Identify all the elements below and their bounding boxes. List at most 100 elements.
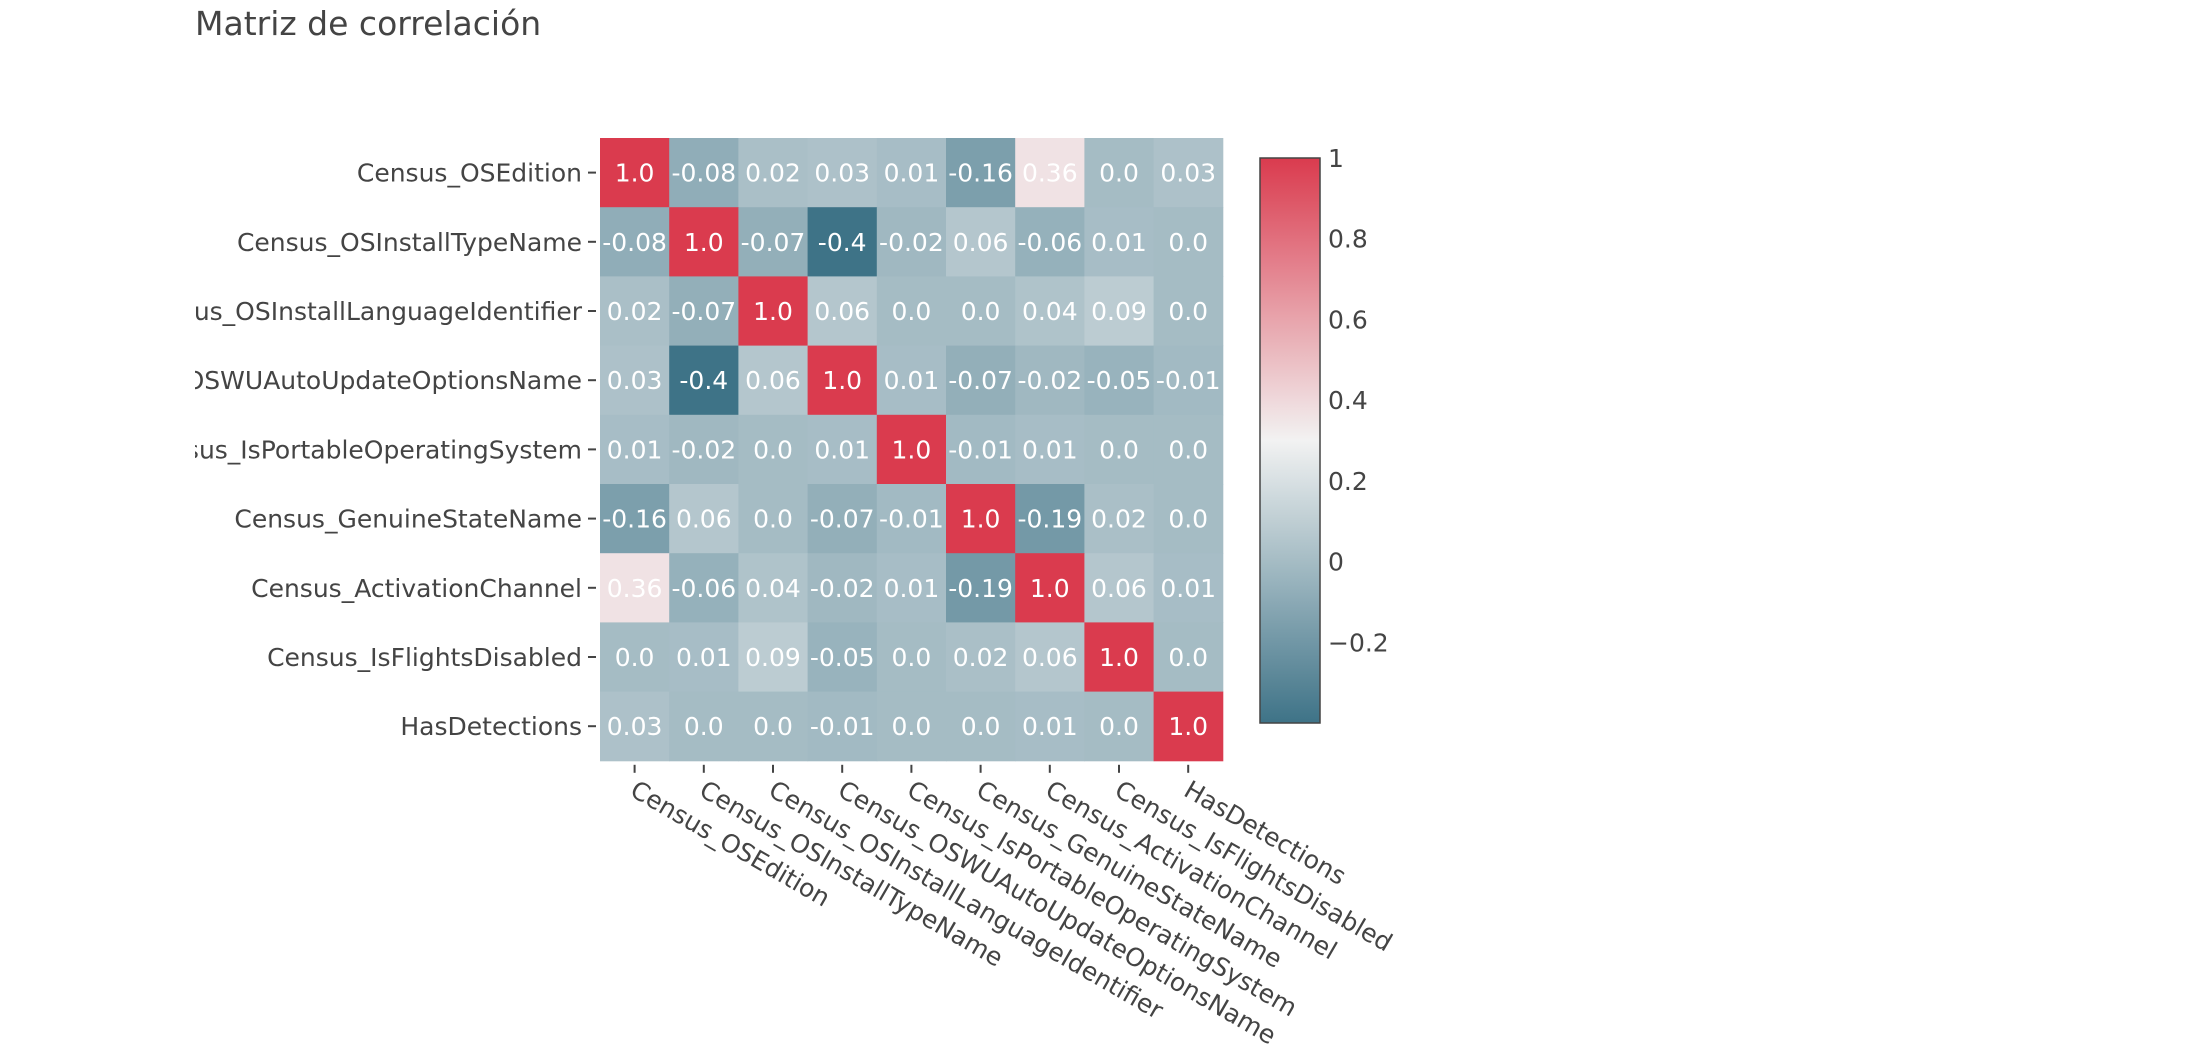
heatmap-cell	[1084, 691, 1155, 762]
cell-value-label: 0.01	[1160, 574, 1216, 603]
heatmap-cell	[807, 138, 878, 208]
colorbar-tick-label: −0.2	[1328, 628, 1389, 657]
cell-value-label: -0.01	[1156, 366, 1221, 395]
cell-value-label: 1.0	[961, 505, 1001, 534]
cell-value-label: 0.06	[1091, 574, 1147, 603]
heatmap-cell	[1153, 622, 1224, 693]
heatmap-cell	[738, 207, 809, 277]
cell-value-label: -0.01	[948, 435, 1013, 464]
heatmap-cell	[669, 691, 739, 762]
heatmap-cell	[876, 276, 947, 347]
cell-value-label: -0.02	[671, 435, 736, 464]
heatmap-cell	[876, 691, 947, 762]
heatmap-cell	[738, 276, 809, 347]
cell-value-label: 0.06	[676, 505, 732, 534]
cell-value-label: -0.02	[1017, 366, 1082, 395]
cell-value-label: 1.0	[684, 228, 724, 257]
cell-value-label: 0.0	[615, 643, 655, 672]
heatmap-cell	[600, 414, 670, 485]
cell-value-label: 0.03	[607, 366, 663, 395]
heatmap-cell	[807, 414, 878, 485]
heatmap-cell	[946, 691, 1016, 762]
heatmap-cell	[669, 345, 739, 416]
cell-value-label: 0.0	[1168, 435, 1208, 464]
heatmap-cell	[1084, 138, 1155, 208]
cell-value-label: 0.06	[745, 366, 801, 395]
heatmap-cell	[738, 553, 809, 623]
cell-value-label: 0.0	[1099, 435, 1139, 464]
cell-value-label: 1.0	[1099, 643, 1139, 672]
cell-value-label: 1.0	[615, 159, 655, 188]
cell-value-label: 0.02	[1091, 505, 1147, 534]
heatmap-cell	[946, 276, 1016, 347]
heatmap-cell	[1015, 207, 1085, 277]
y-tick-label: Census_OSWUAutoUpdateOptionsName	[82, 366, 582, 395]
heatmap-cell	[1015, 345, 1085, 416]
heatmap-cell	[669, 622, 739, 693]
cell-value-label: 0.03	[814, 159, 870, 188]
cell-value-label: 0.01	[814, 435, 870, 464]
cell-value-label: 1.0	[892, 435, 932, 464]
cell-value-label: -0.19	[1017, 505, 1082, 534]
cell-value-label: 0.03	[1160, 159, 1216, 188]
cell-value-label: -0.05	[1087, 366, 1152, 395]
heatmap-cell	[669, 414, 739, 485]
heatmap-cell	[1084, 553, 1155, 623]
heatmap-cell	[669, 484, 739, 554]
heatmap-cell	[946, 622, 1016, 693]
heatmap-cell	[738, 345, 809, 416]
heatmap-cell	[807, 276, 878, 347]
heatmap-cell	[807, 345, 878, 416]
cell-value-label: -0.06	[671, 574, 736, 603]
heatmap-cell	[600, 484, 670, 554]
heatmap-cell	[600, 276, 670, 347]
cell-value-label: -0.4	[818, 228, 867, 257]
cell-value-label: 0.01	[884, 159, 940, 188]
cell-value-label: 0.0	[961, 712, 1001, 741]
heatmap-cell	[1015, 138, 1085, 208]
heatmap-cell	[738, 138, 809, 208]
cell-value-label: 0.06	[1022, 643, 1078, 672]
y-tick-label: Census_IsFlightsDisabled	[267, 643, 582, 672]
heatmap-cell	[1153, 345, 1224, 416]
colorbar-tick-label: 1	[1328, 144, 1344, 173]
heatmap-cell	[1015, 414, 1085, 485]
heatmap-cell	[600, 138, 670, 208]
heatmap-cell	[600, 345, 670, 416]
heatmap-cell	[876, 138, 947, 208]
cell-value-label: -0.07	[810, 505, 875, 534]
cell-value-label: -0.4	[679, 366, 728, 395]
cell-value-label: 1.0	[1030, 574, 1070, 603]
colorbar-tick-label: 0	[1328, 548, 1344, 577]
cell-value-label: 0.02	[745, 159, 801, 188]
cell-value-label: 0.0	[1168, 228, 1208, 257]
heatmap-cell	[1084, 622, 1155, 693]
cell-value-label: 0.0	[892, 297, 932, 326]
y-tick-label: Census_GenuineStateName	[234, 505, 582, 534]
cell-value-label: -0.08	[671, 159, 736, 188]
heatmap-cell	[669, 553, 739, 623]
cell-value-label: 0.01	[676, 643, 732, 672]
heatmap-cell	[1153, 691, 1224, 762]
heatmap-cell	[1153, 276, 1224, 347]
cell-value-label: 0.01	[607, 435, 663, 464]
cell-value-label: 1.0	[822, 366, 862, 395]
cell-value-label: -0.01	[879, 505, 944, 534]
heatmap-cell	[1015, 691, 1085, 762]
heatmap-cell	[1153, 553, 1224, 623]
cell-value-label: 0.04	[745, 574, 801, 603]
cell-value-label: 0.0	[1168, 643, 1208, 672]
cell-value-label: 0.03	[607, 712, 663, 741]
heatmap-cell	[876, 622, 947, 693]
heatmap-cell	[1153, 207, 1224, 277]
cell-value-label: 0.06	[814, 297, 870, 326]
cell-value-label: -0.01	[810, 712, 875, 741]
heatmap-cell	[1084, 345, 1155, 416]
cell-value-label: 1.0	[753, 297, 793, 326]
heatmap-cell	[600, 207, 670, 277]
cell-value-label: 0.0	[684, 712, 724, 741]
heatmap-cell	[946, 345, 1016, 416]
cell-value-label: -0.16	[948, 159, 1013, 188]
cell-value-label: 0.01	[884, 366, 940, 395]
